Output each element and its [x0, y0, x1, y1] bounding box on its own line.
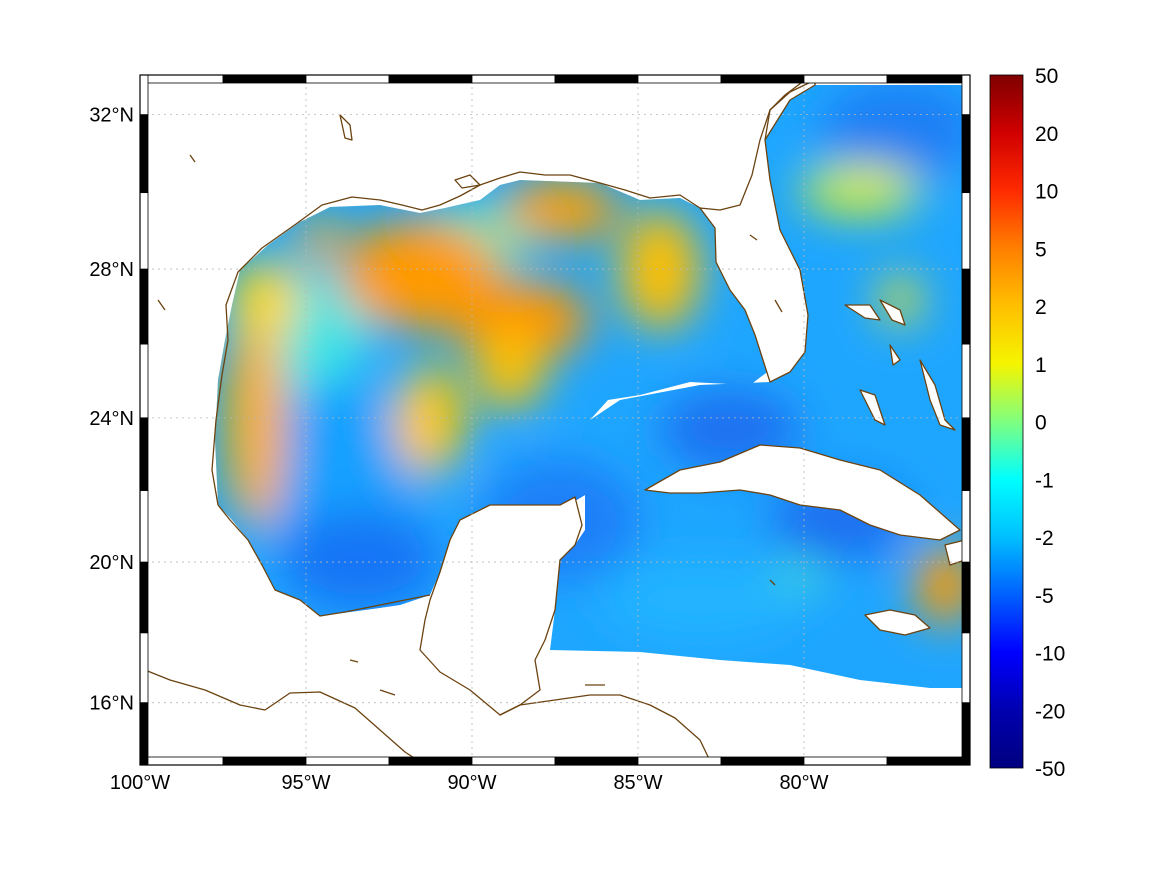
frame-segment: [886, 756, 971, 766]
gridlines: [140, 75, 970, 765]
frame-segment: [222, 756, 307, 766]
frame-segment: [139, 702, 149, 766]
frame-segment: [886, 74, 971, 84]
frame-segment: [139, 561, 149, 634]
frame-segment: [139, 490, 149, 563]
frame-segment: [961, 417, 971, 491]
colorbar-tick-label: -1: [1035, 469, 1054, 492]
frame-segment: [471, 74, 556, 84]
frame-segment: [388, 756, 473, 766]
frame-outline: [139, 74, 971, 766]
colorbar-tick-label: 20: [1035, 123, 1058, 146]
lon-tick-label: 90°W: [447, 772, 496, 794]
frame-segment: [803, 74, 888, 84]
frame-segment: [961, 74, 971, 116]
colorbar-tick-label: 10: [1035, 181, 1058, 204]
lon-tick-labels: 100°W 95°W 90°W 85°W 80°W: [110, 772, 829, 794]
frame-segment: [139, 417, 149, 491]
frame-segment: [637, 756, 722, 766]
frame-segment: [388, 74, 473, 84]
frame-segment: [961, 561, 971, 634]
frame-segment: [803, 756, 888, 766]
frame-segment: [305, 756, 390, 766]
lon-tick-label: 80°W: [779, 772, 828, 794]
frame-segment: [471, 756, 556, 766]
lon-tick-label: 95°W: [281, 772, 330, 794]
frame-segment: [961, 702, 971, 766]
frame-segment: [305, 74, 390, 84]
lat-tick-labels: 16°N 20°N 24°N 28°N 32°N: [89, 105, 134, 715]
colorbar: [989, 74, 1024, 769]
frame-segment: [961, 343, 971, 419]
colorbar-tick-label: -10: [1035, 643, 1065, 666]
frame-segment: [720, 756, 805, 766]
lat-tick-label: 16°N: [89, 693, 134, 715]
frame-segment: [961, 268, 971, 345]
frame-segment: [961, 114, 971, 194]
lat-tick-label: 32°N: [89, 105, 134, 127]
coastlines: [139, 79, 966, 766]
data-field: [215, 85, 965, 688]
lon-tick-label: 100°W: [110, 772, 170, 794]
frame-segment: [139, 114, 149, 194]
frame-segment: [222, 74, 307, 84]
frame-segment: [961, 490, 971, 563]
frame-segment: [139, 632, 149, 704]
frame-segment: [554, 74, 639, 84]
colorbar-tick-label: 50: [1035, 65, 1058, 88]
colorbar-tick-label: 1: [1035, 354, 1047, 377]
frame-segment: [554, 756, 639, 766]
frame-segment: [961, 632, 971, 704]
colorbar-tick-label: -20: [1035, 700, 1065, 723]
frame-segment: [637, 74, 722, 84]
frame-segment: [139, 74, 224, 84]
lat-tick-label: 24°N: [89, 408, 134, 430]
colorbar-gradient: [989, 74, 1024, 769]
lon-tick-label: 85°W: [613, 772, 662, 794]
colorbar-tick-label: 0: [1035, 412, 1047, 435]
colorbar-tick-label: -2: [1035, 527, 1054, 550]
colorbar-tick-label: -5: [1035, 585, 1054, 608]
frame-segment: [139, 74, 149, 116]
frame-segment: [139, 343, 149, 419]
frame-segment: [139, 756, 224, 766]
map-frame: [139, 74, 971, 766]
frame-segment: [139, 268, 149, 345]
lat-tick-label: 28°N: [89, 259, 134, 281]
lat-tick-label: 20°N: [89, 552, 134, 574]
colorbar-tick-label: 5: [1035, 238, 1047, 261]
frame-segment: [961, 192, 971, 270]
frame-segment: [139, 192, 149, 270]
colorbar-tick-label: -50: [1035, 758, 1065, 781]
frame-segment: [720, 74, 805, 84]
colorbar-tick-label: 2: [1035, 296, 1047, 319]
